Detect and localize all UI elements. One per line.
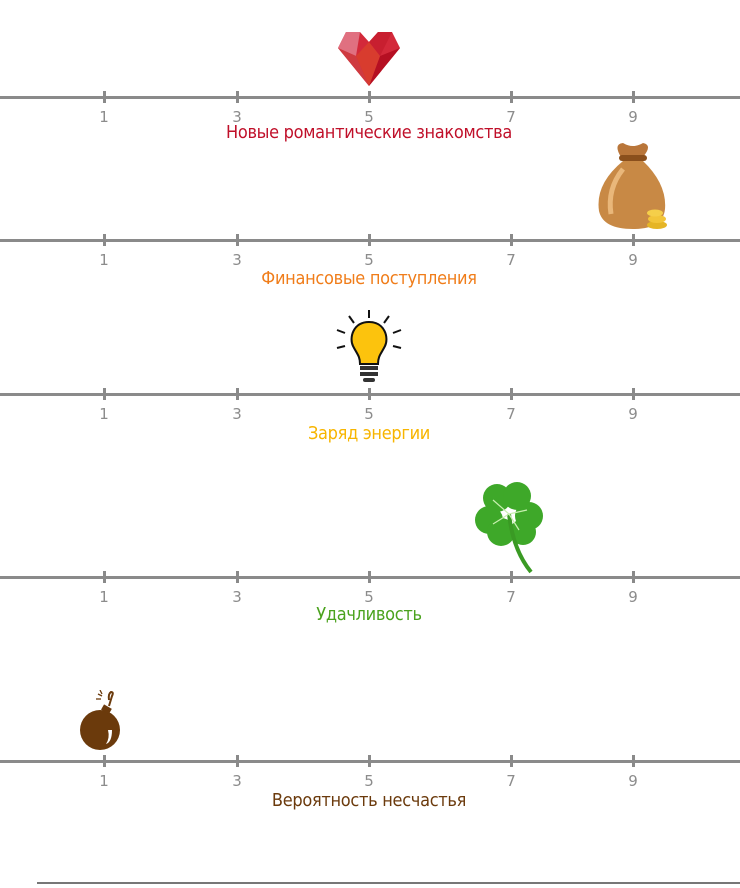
scale-axis: 1 3 5 7 9	[0, 388, 740, 423]
axis-tick	[510, 234, 513, 246]
scale-axis: 1 3 5 7 9	[0, 755, 740, 790]
tick-label: 3	[232, 588, 242, 606]
tick-label: 5	[364, 588, 374, 606]
tick-label: 7	[506, 108, 516, 126]
tick-label: 5	[364, 772, 374, 790]
scale-axis: 1 3 5 7 9	[0, 234, 740, 269]
axis-tick	[103, 571, 106, 583]
tick-label: 1	[99, 108, 109, 126]
scale-title: Вероятность несчастья	[271, 790, 467, 811]
tick-label: 5	[364, 405, 374, 423]
tick-label: 3	[232, 251, 242, 269]
axis-tick	[510, 91, 513, 103]
tick-label: 9	[628, 405, 638, 423]
tick-label: 7	[506, 588, 516, 606]
bottom-divider	[37, 882, 740, 884]
scale-title: Финансовые поступления	[261, 268, 477, 289]
tick-label: 5	[364, 251, 374, 269]
scale-title: Заряд энергии	[307, 423, 431, 444]
axis-tick	[632, 571, 635, 583]
axis-tick	[510, 755, 513, 767]
axis-tick	[368, 755, 371, 767]
axis-tick	[103, 91, 106, 103]
tick-label: 7	[506, 251, 516, 269]
heart-icon	[336, 30, 402, 92]
axis-tick	[510, 388, 513, 400]
axis-tick	[368, 571, 371, 583]
axis-tick	[236, 755, 239, 767]
tick-label: 5	[364, 108, 374, 126]
tick-label: 9	[628, 588, 638, 606]
bomb-icon	[76, 689, 132, 758]
scale-axis: 1 3 5 7 9	[0, 91, 740, 126]
tick-label: 1	[99, 588, 109, 606]
axis-tick	[236, 234, 239, 246]
scale-axis: 1 3 5 7 9	[0, 571, 740, 606]
tick-label: 3	[232, 772, 242, 790]
axis-tick	[103, 388, 106, 400]
axis-tick	[103, 755, 106, 767]
scale-title: Удачливость	[316, 604, 422, 625]
tick-label: 7	[506, 772, 516, 790]
lightbulb-icon	[333, 308, 405, 390]
clover-icon	[471, 480, 551, 580]
axis-tick	[103, 234, 106, 246]
scale-title: Новые романтические знакомства	[225, 122, 513, 143]
axis-tick	[368, 234, 371, 246]
axis-tick	[368, 388, 371, 400]
axis-tick	[632, 388, 635, 400]
tick-label: 1	[99, 405, 109, 423]
axis-tick	[236, 388, 239, 400]
tick-label: 7	[506, 405, 516, 423]
axis-tick	[632, 234, 635, 246]
axis-tick	[368, 91, 371, 103]
tick-label: 3	[232, 108, 242, 126]
axis-tick	[632, 755, 635, 767]
tick-label: 9	[628, 108, 638, 126]
axis-tick	[236, 571, 239, 583]
axis-tick	[510, 571, 513, 583]
tick-label: 1	[99, 251, 109, 269]
tick-label: 9	[628, 251, 638, 269]
tick-label: 3	[232, 405, 242, 423]
axis-tick	[236, 91, 239, 103]
money-bag-icon	[593, 139, 673, 238]
axis-tick	[632, 91, 635, 103]
tick-label: 9	[628, 772, 638, 790]
tick-label: 1	[99, 772, 109, 790]
